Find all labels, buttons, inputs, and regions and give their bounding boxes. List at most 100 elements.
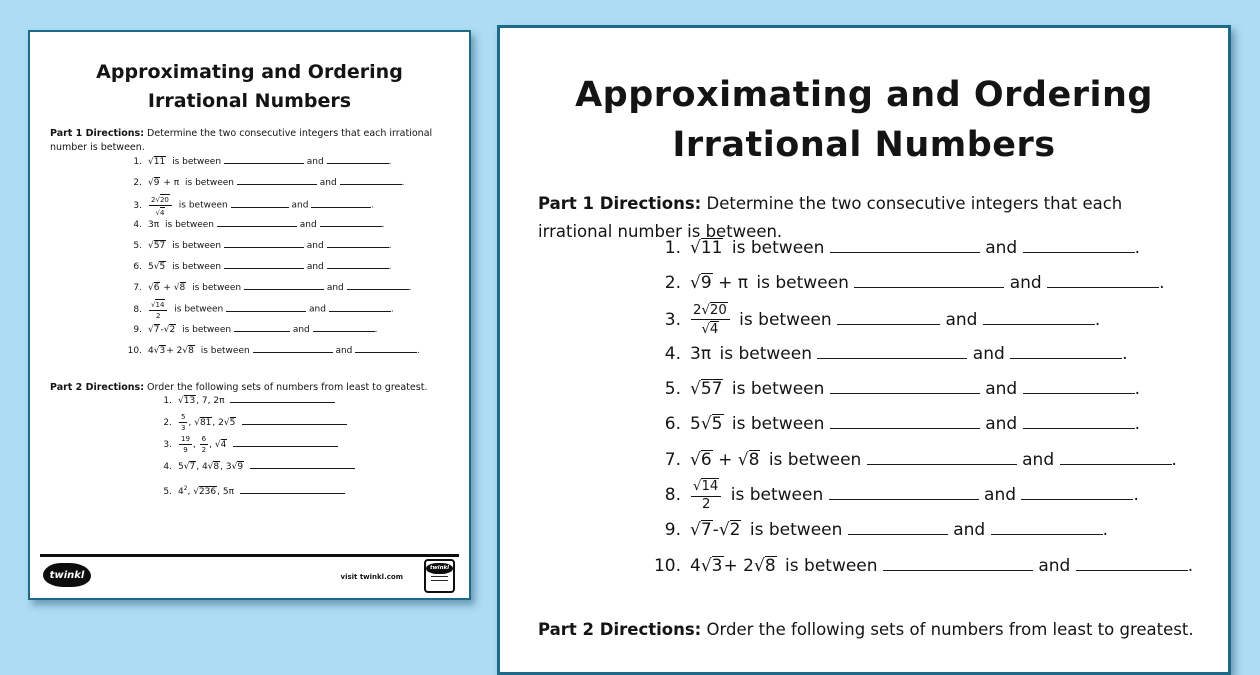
radicand: 5 [711, 414, 724, 435]
fraction: √14 2 [149, 299, 168, 319]
radical-sign: √ [153, 346, 160, 356]
radicand: 4 [159, 206, 166, 217]
answer-blank [328, 309, 391, 312]
radicand: 9 [700, 273, 713, 294]
answer-blank [1022, 391, 1135, 395]
is-between-label: is between [756, 273, 849, 294]
radical-sign: √ [148, 325, 154, 335]
exponent: 2 [183, 486, 188, 492]
radicand: 7 [700, 520, 713, 541]
radicand: 8 [748, 449, 761, 470]
math-expression: √7-√2 [148, 324, 177, 335]
and-label: and [335, 346, 353, 356]
period: . [371, 200, 375, 211]
radical-sign: √ [690, 449, 701, 470]
answer-blank [223, 266, 304, 269]
worksheet-page-right: Approximating and Ordering Irrational Nu… [497, 25, 1231, 675]
title-line-1: Approximating and Ordering [96, 61, 403, 83]
sqrt-expression: √14 [693, 478, 720, 494]
radicand: 5 [229, 417, 237, 428]
answer-blank [230, 205, 289, 208]
sqrt-expression: √20 [155, 194, 170, 204]
and-label: and [326, 283, 344, 293]
sqrt-expression: √81 [194, 417, 213, 428]
math-expression: √13, 7, 2π [178, 395, 225, 406]
radical-sign: √ [193, 487, 199, 497]
fraction: 19 9 [179, 435, 192, 453]
is-between-label: is between [731, 379, 825, 400]
title-line-2: Irrational Numbers [147, 90, 352, 112]
math-expression: √11 [690, 238, 724, 258]
part2-directions-text: Order the following sets of numbers from… [706, 619, 1194, 639]
denominator: 2 [201, 445, 207, 454]
radicand: 81 [199, 417, 213, 428]
item-number: 2. [664, 273, 681, 294]
answer-blank [216, 224, 297, 227]
math-expression: 5√5 [148, 261, 167, 272]
part2-directions: Part 2 Directions: Order the following s… [50, 382, 427, 393]
sqrt-expression: √4 [155, 206, 166, 217]
radicand: 4 [709, 321, 720, 338]
answer-blank [223, 245, 304, 248]
radical-sign: √ [690, 379, 701, 400]
denominator: √4 [155, 206, 166, 217]
fraction: 2√20 √4 [149, 194, 172, 216]
math-expression: 2√20 √4 [148, 194, 173, 216]
item-number: 5. [133, 241, 142, 251]
numerator: 5 [179, 412, 188, 423]
part1-item: 9. √7-√2 is between and . [116, 320, 420, 341]
answer-blank [355, 350, 418, 353]
sqrt-expression: √6 [148, 282, 161, 293]
denominator: 2 [701, 496, 711, 512]
radical-sign: √ [690, 273, 701, 294]
and-label: and [306, 262, 324, 272]
fraction: √14 2 [691, 478, 722, 512]
sqrt-expression: √11 [690, 238, 724, 258]
answer-blank [866, 462, 1017, 465]
answer-blank [828, 497, 979, 501]
answer-blank [829, 250, 980, 253]
radicand: 6 [700, 449, 713, 470]
part2-item: 4. 5√7, 4√8, 3√9 [146, 456, 355, 478]
radicand: 57 [153, 240, 167, 251]
answer-blank [239, 491, 345, 494]
answer-blank [326, 266, 389, 269]
item-number: 4. [163, 462, 172, 472]
radical-sign: √ [148, 178, 154, 188]
sqrt-expression: √4 [215, 439, 228, 450]
is-between-label: is between [172, 262, 222, 272]
radical-sign: √ [737, 449, 749, 470]
radical-sign: √ [151, 300, 156, 309]
part1-item: 2. √9 + π is between and . [645, 266, 1193, 301]
and-label: and [306, 157, 324, 167]
item-number: 4. [133, 220, 142, 230]
radical-sign: √ [231, 462, 238, 472]
radicand: 4 [220, 439, 228, 450]
answer-blank [982, 322, 1095, 325]
and-label: and [945, 309, 978, 330]
and-label: and [953, 520, 986, 541]
is-between-label: is between [192, 283, 242, 293]
is-between-label: is between [200, 346, 250, 356]
radical-sign: √ [178, 396, 184, 406]
sqrt-expression: √9 [148, 177, 161, 188]
period: . [401, 178, 405, 188]
radicand: 5 [159, 261, 167, 272]
answer-blank [837, 322, 941, 325]
sqrt-expression: √236 [193, 486, 218, 497]
radical-sign: √ [182, 346, 189, 356]
period: . [1171, 449, 1177, 470]
part2-item: 1. √13, 7, 2π [146, 390, 355, 412]
part1-item: 6. 5√5 is between and . [645, 407, 1193, 442]
item-number: 9. [133, 325, 142, 335]
math-expression: √11 [148, 156, 167, 167]
numerator: 2√20 [149, 194, 172, 206]
period: . [388, 241, 392, 251]
visit-link-text: visit twinkl.com [340, 573, 403, 581]
radicand: 6 [153, 282, 161, 293]
is-between-label: is between [785, 555, 878, 576]
sqrt-expression: √8 [737, 449, 761, 470]
numerator: √14 [691, 478, 722, 497]
period: . [1159, 273, 1165, 294]
part1-item: 4. 3π is between and . [645, 337, 1193, 372]
